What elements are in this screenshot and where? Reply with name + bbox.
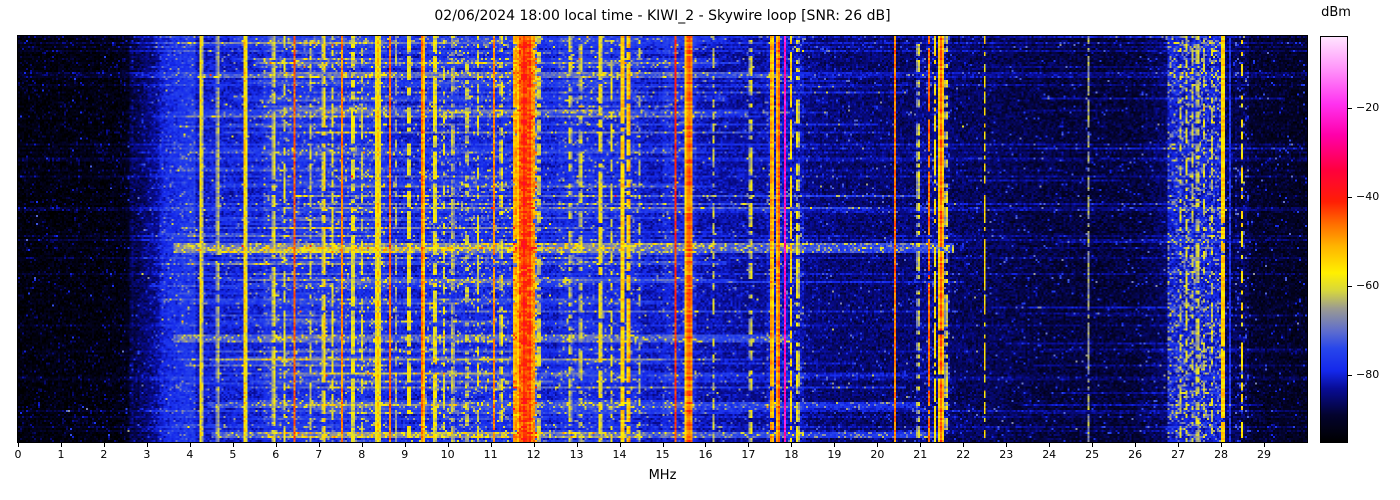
x-tick-label: 0	[14, 448, 22, 461]
x-tick-mark	[404, 443, 406, 447]
waterfall-canvas	[18, 36, 1307, 442]
x-tick-mark	[232, 443, 234, 447]
x-tick-mark	[791, 443, 793, 447]
x-tick-mark	[447, 443, 449, 447]
x-tick-mark	[963, 443, 965, 447]
colorbar-tick-label: −40	[1356, 190, 1380, 204]
x-tick-label: 5	[229, 448, 237, 461]
colorbar-tick-label: −20	[1356, 101, 1380, 115]
x-tick-mark	[834, 443, 836, 447]
x-tick-mark	[877, 443, 879, 447]
colorbar-tick-mark	[1348, 375, 1352, 377]
x-tick-mark	[533, 443, 535, 447]
x-tick-mark	[146, 443, 148, 447]
x-tick-label: 19	[827, 448, 842, 461]
x-tick-label: 14	[612, 448, 627, 461]
x-axis-label: MHz	[648, 468, 677, 483]
colorbar-tick-mark	[1348, 286, 1352, 288]
x-tick-label: 22	[956, 448, 971, 461]
x-tick-label: 6	[272, 448, 280, 461]
x-tick-label: 23	[999, 448, 1014, 461]
x-tick-label: 28	[1214, 448, 1229, 461]
x-tick-mark	[18, 443, 19, 447]
colorbar-tick-mark	[1348, 108, 1352, 110]
x-tick-mark	[490, 443, 492, 447]
x-tick-mark	[920, 443, 922, 447]
x-tick-mark	[318, 443, 320, 447]
x-tick-mark	[1264, 443, 1266, 447]
colorbar-tick-mark	[1348, 197, 1352, 199]
x-tick-mark	[662, 443, 664, 447]
x-tick-label: 16	[698, 448, 713, 461]
colorbar	[1320, 36, 1348, 443]
x-tick-mark	[1049, 443, 1051, 447]
x-tick-mark	[619, 443, 621, 447]
x-tick-label: 10	[440, 448, 455, 461]
x-tick-mark	[1135, 443, 1137, 447]
x-tick-label: 15	[655, 448, 670, 461]
x-tick-label: 3	[143, 448, 151, 461]
x-tick-label: 17	[741, 448, 756, 461]
x-tick-mark	[189, 443, 191, 447]
x-tick-label: 24	[1042, 448, 1057, 461]
x-tick-label: 2	[100, 448, 108, 461]
x-tick-mark	[361, 443, 363, 447]
x-tick-mark	[1006, 443, 1008, 447]
colorbar-tick-label: −80	[1356, 368, 1380, 382]
x-tick-label: 27	[1171, 448, 1186, 461]
x-tick-label: 25	[1085, 448, 1100, 461]
x-tick-label: 4	[186, 448, 194, 461]
x-tick-mark	[1092, 443, 1094, 447]
x-tick-mark	[1178, 443, 1180, 447]
colorbar-tick-label: −60	[1356, 279, 1380, 293]
x-tick-label: 13	[569, 448, 584, 461]
x-tick-mark	[748, 443, 750, 447]
x-tick-mark	[275, 443, 277, 447]
x-tick-label: 12	[526, 448, 541, 461]
x-tick-label: 26	[1128, 448, 1143, 461]
colorbar-label: dBm	[1321, 5, 1351, 20]
x-tick-label: 21	[913, 448, 928, 461]
x-tick-label: 18	[784, 448, 799, 461]
x-tick-mark	[705, 443, 707, 447]
x-tick-label: 7	[315, 448, 323, 461]
x-tick-label: 8	[358, 448, 366, 461]
chart-title: 02/06/2024 18:00 local time - KIWI_2 - S…	[434, 8, 891, 24]
x-tick-mark	[1221, 443, 1223, 447]
x-tick-label: 11	[483, 448, 498, 461]
x-tick-label: 20	[870, 448, 885, 461]
x-tick-mark	[103, 443, 105, 447]
x-tick-label: 9	[401, 448, 409, 461]
x-tick-label: 1	[57, 448, 65, 461]
x-tick-mark	[60, 443, 62, 447]
waterfall-plot-area	[17, 35, 1308, 443]
x-tick-mark	[576, 443, 578, 447]
x-tick-label: 29	[1257, 448, 1272, 461]
